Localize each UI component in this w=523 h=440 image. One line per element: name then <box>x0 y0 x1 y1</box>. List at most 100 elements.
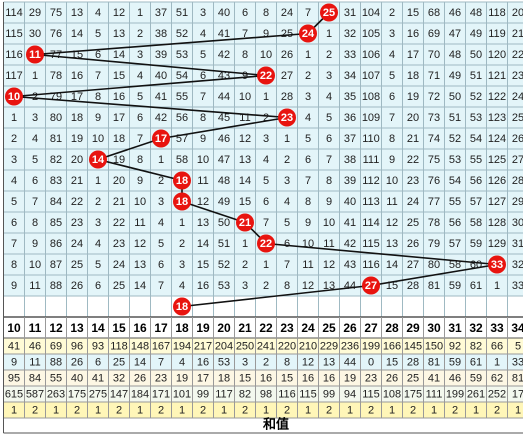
stat-value: 94 <box>344 389 356 401</box>
missing-count: 22 <box>407 154 419 166</box>
missing-count: 31 <box>512 238 523 250</box>
missing-count: 2 <box>179 238 185 250</box>
missing-count: 70 <box>428 49 440 61</box>
stat-value: 46 <box>449 373 461 385</box>
missing-count: 8 <box>242 49 248 61</box>
sum-header: 16 <box>133 321 147 335</box>
stat-value: 15 <box>239 373 251 385</box>
stat-value: 236 <box>341 341 359 353</box>
missing-count: 4 <box>137 70 143 82</box>
missing-count: 55 <box>449 196 461 208</box>
stat-value: 2 <box>263 357 269 369</box>
missing-count: 48 <box>449 49 461 61</box>
missing-count: 18 <box>407 70 419 82</box>
missing-count: 53 <box>449 154 461 166</box>
missing-count: 24 <box>71 238 83 250</box>
stat-value: 23 <box>365 373 377 385</box>
stat-value: 12 <box>302 357 314 369</box>
missing-count: 29 <box>512 196 523 208</box>
missing-count: 6 <box>158 259 164 271</box>
missing-count: 22 <box>71 196 83 208</box>
missing-count: 11 <box>134 217 145 229</box>
missing-count: 127 <box>488 196 506 208</box>
trend-row-bg <box>3 86 523 107</box>
trend-link <box>181 284 372 308</box>
missing-count: 3 <box>326 70 332 82</box>
missing-count: 85 <box>50 217 62 229</box>
stat-value: 263 <box>47 389 65 401</box>
trend-link <box>97 158 183 182</box>
missing-count: 40 <box>344 196 356 208</box>
missing-count: 25 <box>512 112 523 124</box>
missing-count: 18 <box>71 112 83 124</box>
missing-count: 12 <box>302 280 314 292</box>
stat-value: 19 <box>176 373 188 385</box>
stat-row-bg <box>3 386 523 402</box>
stat-value: 115 <box>362 389 380 401</box>
stat-value: 41 <box>92 373 104 385</box>
stat-value: 150 <box>425 341 443 353</box>
missing-count: 6 <box>284 238 290 250</box>
missing-count: 124 <box>488 133 506 145</box>
missing-count: 5 <box>137 91 143 103</box>
missing-count: 31 <box>344 7 356 19</box>
missing-count: 4 <box>389 49 395 61</box>
missing-count: 56 <box>449 217 461 229</box>
missing-count: 57 <box>470 196 482 208</box>
sum-header: 14 <box>91 321 105 335</box>
missing-count: 30 <box>512 217 523 229</box>
missing-count: 1 <box>263 91 269 103</box>
sum-header: 23 <box>280 321 294 335</box>
missing-count: 3 <box>284 175 290 187</box>
missing-count: 2 <box>263 112 269 124</box>
missing-count: 12 <box>239 133 251 145</box>
cell-texts: 114 29 75 13 4 12 1 37 51 3 40 6 8 24 7 31 104 2 15 68 46 48 1… <box>5 7 523 417</box>
stat-row-bg <box>3 338 523 354</box>
missing-count: 5 <box>200 49 206 61</box>
missing-count: 5 <box>305 133 311 145</box>
stat-value: 199 <box>446 389 464 401</box>
missing-count: 11 <box>302 259 313 271</box>
stat-value: 167 <box>152 341 170 353</box>
missing-count: 82 <box>50 154 62 166</box>
stat-value: 99 <box>323 389 335 401</box>
missing-count: 58 <box>470 217 482 229</box>
missing-count: 8 <box>200 112 206 124</box>
stat-value: 16 <box>302 373 314 385</box>
missing-count: 20 <box>407 112 419 124</box>
missing-count: 53 <box>218 280 230 292</box>
missing-count: 83 <box>50 175 62 187</box>
missing-count: 2 <box>137 28 143 40</box>
missing-count: 51 <box>176 7 188 19</box>
stat-row-bg <box>3 354 523 370</box>
missing-count: 5 <box>95 259 101 271</box>
missing-count: 39 <box>155 49 167 61</box>
missing-count: 1 <box>305 49 311 61</box>
missing-count: 12 <box>113 7 125 19</box>
sum-header: 31 <box>448 321 462 335</box>
missing-count: 55 <box>176 91 188 103</box>
stat-value: 82 <box>470 341 482 353</box>
missing-count: 13 <box>71 7 83 19</box>
missing-count: 15 <box>197 259 209 271</box>
missing-count: 28 <box>281 91 293 103</box>
missing-count: 54 <box>449 175 461 187</box>
hit-ball <box>257 234 275 253</box>
stat-value: 9 <box>11 357 17 369</box>
missing-count: 51 <box>449 112 461 124</box>
missing-count: 7 <box>11 238 17 250</box>
trend-link <box>13 74 267 98</box>
hit-value: 27 <box>365 280 377 292</box>
missing-count: 106 <box>362 49 380 61</box>
missing-count: 71 <box>428 70 440 82</box>
stat-value: 116 <box>278 389 296 401</box>
missing-count: 38 <box>344 154 356 166</box>
missing-count: 13 <box>134 259 146 271</box>
missing-count: 5 <box>326 112 332 124</box>
missing-count: 52 <box>449 133 461 145</box>
missing-count: 14 <box>239 175 251 187</box>
stat-value: 1 <box>221 405 227 417</box>
missing-count: 13 <box>197 217 209 229</box>
sum-header: 20 <box>217 321 231 335</box>
